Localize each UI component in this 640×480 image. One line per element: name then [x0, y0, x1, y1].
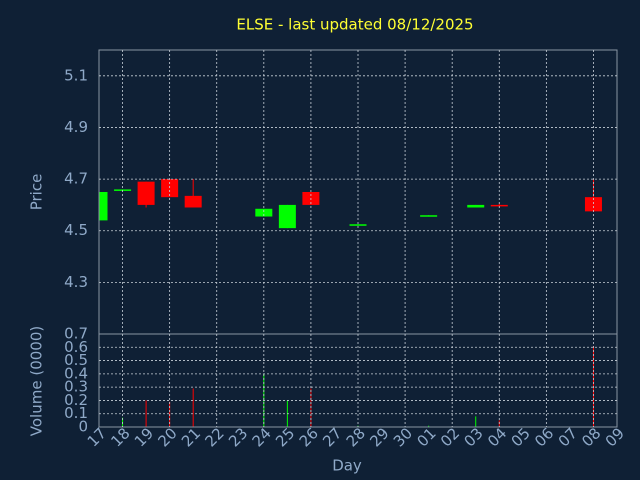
candle-body: [420, 215, 438, 217]
candle-body: [490, 204, 508, 207]
y-axis-label: Volume (0000): [28, 326, 46, 436]
x-tick-label: 24: [249, 424, 275, 450]
y-axis-label: Price: [28, 174, 46, 211]
y-tick-label: 4.3: [64, 273, 88, 291]
candle-body: [255, 208, 273, 217]
x-tick-label: 27: [319, 424, 345, 450]
x-tick-label: 18: [107, 424, 133, 450]
y-tick-label: 4.9: [64, 118, 88, 136]
x-tick-label: 28: [343, 424, 369, 450]
candle-body: [137, 181, 155, 205]
y-tick-label: 4.5: [64, 221, 88, 239]
x-tick-label: 01: [413, 424, 439, 450]
x-tick-label: 06: [531, 424, 557, 450]
candle-body: [584, 197, 602, 212]
y-tick-label: 5.1: [64, 66, 88, 84]
x-axis-label: Day: [332, 457, 362, 475]
x-tick-label: 09: [602, 424, 628, 450]
y-tick-label: 0.7: [64, 325, 88, 343]
y-tick-label: 0.5: [64, 351, 88, 369]
y-tick-label: 0.6: [64, 338, 88, 356]
y-tick-label: 4.7: [64, 170, 88, 188]
y-tick-label: 0: [78, 418, 88, 436]
candle-body: [349, 224, 367, 226]
x-tick-label: 08: [578, 424, 604, 450]
x-tick-label: 05: [508, 424, 534, 450]
x-tick-label: 02: [437, 424, 463, 450]
candle-body: [467, 204, 485, 208]
candle-body: [184, 195, 202, 208]
x-tick-label: 19: [131, 424, 157, 450]
x-tick-label: 23: [225, 424, 251, 450]
x-tick-label: 21: [178, 424, 204, 450]
x-tick-label: 07: [555, 424, 581, 450]
x-tick-label: 29: [366, 424, 392, 450]
candle-body: [278, 204, 296, 229]
y-tick-label: 0.3: [64, 378, 88, 396]
y-tick-label: 0.2: [64, 391, 88, 409]
plot-area: [99, 179, 602, 427]
x-tick-label: 30: [390, 424, 416, 450]
x-tick-label: 04: [484, 424, 510, 450]
candle-body: [99, 192, 108, 221]
y-tick-label: 0.4: [64, 364, 88, 382]
x-tick-label: 03: [461, 424, 487, 450]
x-tick-label: 20: [154, 424, 180, 450]
x-tick-label: 25: [272, 424, 298, 450]
candle-body: [161, 179, 179, 198]
x-tick-label: 26: [296, 424, 322, 450]
y-tick-label: 0.1: [64, 404, 88, 422]
chart-title: ELSE - last updated 08/12/2025: [236, 16, 473, 34]
x-tick-label: 22: [202, 424, 228, 450]
